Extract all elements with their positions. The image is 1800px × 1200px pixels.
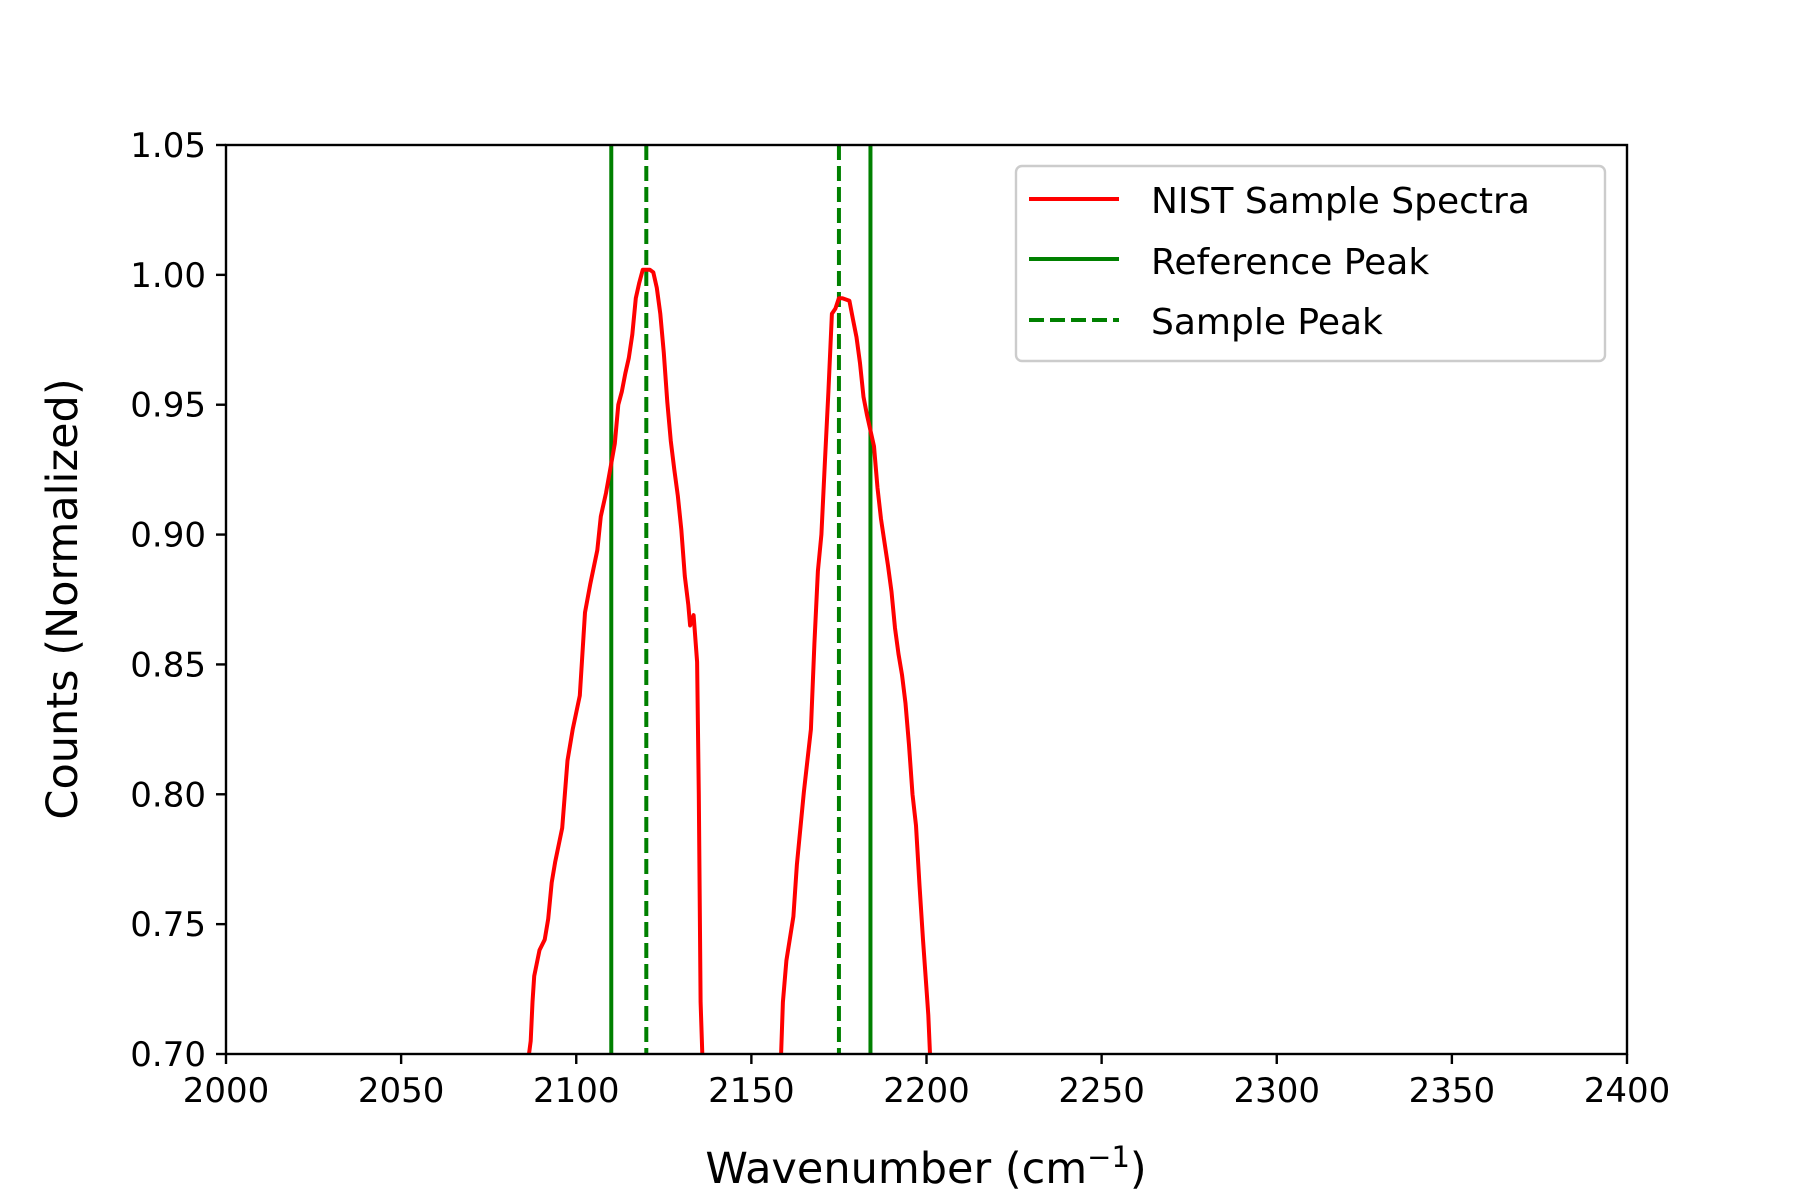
x-tick-label: 2350	[1409, 1071, 1496, 1111]
y-tick-label: 0.95	[130, 386, 206, 426]
plot-content	[527, 145, 932, 1054]
y-tick-label: 1.00	[130, 256, 206, 296]
x-tick-label: 2050	[358, 1071, 445, 1111]
x-tick-label: 2100	[533, 1071, 620, 1111]
legend-label-nist-sample-spectra: NIST Sample Spectra	[1151, 181, 1530, 222]
nist-sample-spectra-line	[779, 296, 932, 1054]
legend-label-reference-peak: Reference Peak	[1151, 242, 1429, 283]
x-tick-label: 2150	[708, 1071, 795, 1111]
nist-sample-spectra-line	[527, 267, 705, 1054]
x-tick-label: 2400	[1584, 1071, 1671, 1111]
y-axis-title: Counts (Normalized)	[38, 378, 88, 819]
y-tick-label: 1.05	[130, 126, 206, 166]
x-tick-label: 2200	[883, 1071, 970, 1111]
y-tick-label: 0.90	[130, 516, 206, 556]
y-tick-label: 0.75	[130, 905, 206, 945]
y-tick-label: 0.70	[130, 1035, 206, 1075]
y-axis: 0.70 0.75 0.80 0.85 0.90 0.95 1.00 1.05	[130, 126, 226, 1075]
y-tick-label: 0.80	[130, 775, 206, 815]
x-tick-label: 2250	[1058, 1071, 1145, 1111]
x-axis-title-close: )	[1130, 1144, 1147, 1194]
legend-label-sample-peak: Sample Peak	[1151, 302, 1383, 343]
x-axis-title-text: Wavenumber (cm	[705, 1144, 1087, 1194]
x-axis: 2000 2050 2100 2150 2200 2250 2300 2350 2400	[183, 1054, 1671, 1111]
x-axis-title: Wavenumber (cm−1)	[705, 1140, 1146, 1194]
x-tick-label: 2300	[1233, 1071, 1320, 1111]
legend: NIST Sample Spectra Reference Peak Sampl…	[1014, 164, 1607, 363]
x-axis-title-unit-sup: −1	[1087, 1140, 1130, 1174]
x-tick-label: 2000	[183, 1071, 270, 1111]
y-tick-label: 0.85	[130, 645, 206, 685]
legend-box	[1014, 164, 1607, 363]
